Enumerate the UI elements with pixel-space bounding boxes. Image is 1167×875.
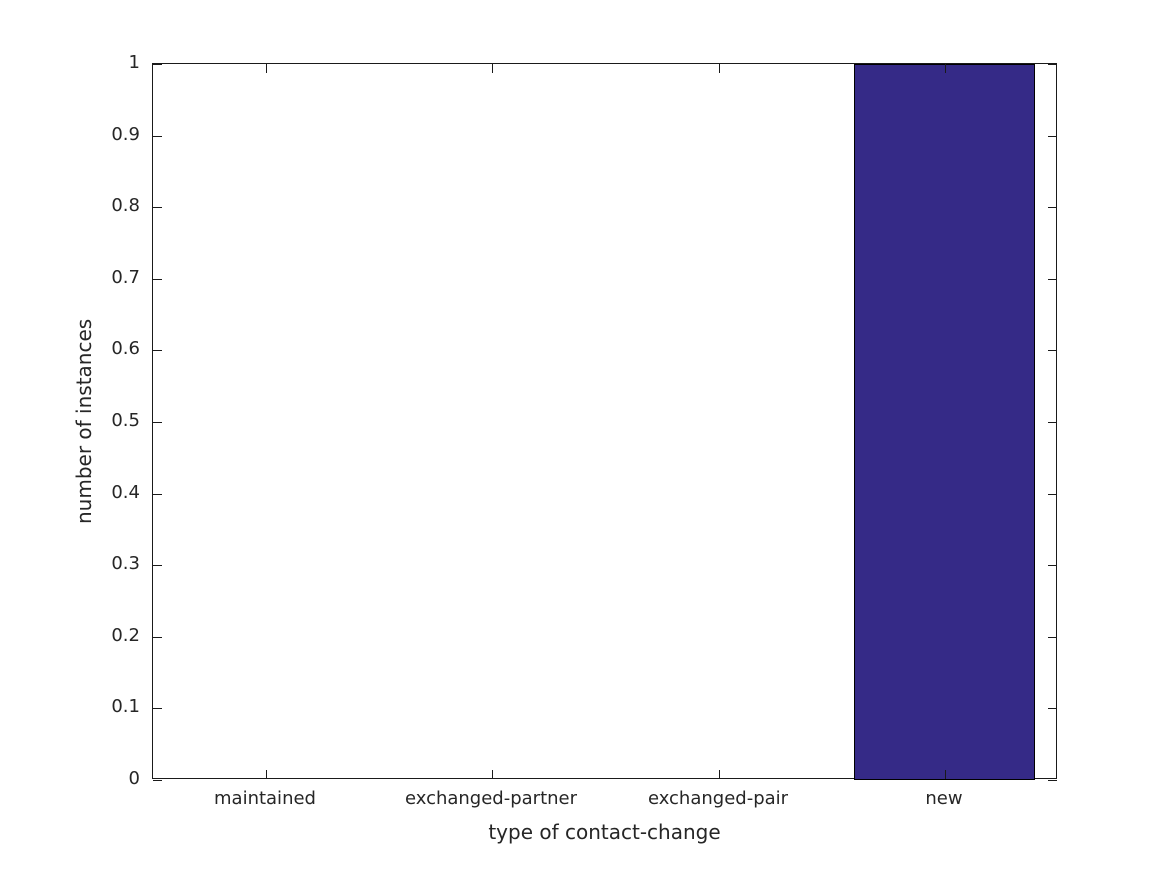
y-tick-left [153, 422, 162, 423]
x-tick-top [945, 64, 946, 73]
y-tick-right [1048, 637, 1057, 638]
y-tick-left [153, 708, 162, 709]
y-tick-left [153, 637, 162, 638]
x-tick-label-exchanged-pair: exchanged-pair [647, 788, 789, 809]
y-tick-left [153, 207, 162, 208]
y-tick-left [153, 565, 162, 566]
y-tick-label: 0.3 [111, 553, 140, 574]
plot-area [152, 63, 1057, 781]
x-tick-top [266, 64, 267, 73]
y-tick-left [153, 136, 162, 137]
bar-new [854, 64, 1035, 780]
y-tick-left [153, 494, 162, 495]
y-tick-right [1048, 708, 1057, 709]
y-tick-right [1048, 279, 1057, 280]
x-tick-bottom [719, 770, 720, 779]
y-tick-label: 0.5 [111, 410, 140, 431]
y-tick-left [153, 350, 162, 351]
y-tick-label: 0.1 [111, 696, 140, 717]
y-tick-label: 0.4 [111, 482, 140, 503]
x-tick-label-maintained: maintained [214, 788, 316, 809]
y-tick-label: 0.2 [111, 625, 140, 646]
x-axis-label: type of contact-change [488, 820, 721, 844]
x-tick-bottom [492, 770, 493, 779]
y-tick-left [153, 64, 162, 65]
y-tick-label: 1 [128, 52, 140, 73]
y-tick-label: 0.7 [111, 267, 140, 288]
y-tick-right [1048, 780, 1057, 781]
x-tick-label-new: new [925, 788, 963, 809]
y-tick-label: 0.6 [111, 338, 140, 359]
x-tick-top [492, 64, 493, 73]
x-tick-bottom [266, 770, 267, 779]
y-tick-label: 0.8 [111, 195, 140, 216]
y-tick-right [1048, 565, 1057, 566]
x-tick-top [719, 64, 720, 73]
x-tick-label-exchanged-partner: exchanged-partner [404, 788, 578, 809]
y-tick-right [1048, 64, 1057, 65]
y-tick-left [153, 279, 162, 280]
y-tick-right [1048, 136, 1057, 137]
y-tick-right [1048, 494, 1057, 495]
x-tick-bottom [945, 770, 946, 779]
y-tick-left [153, 780, 162, 781]
y-tick-label: 0.9 [111, 124, 140, 145]
y-tick-label: 0 [128, 768, 140, 789]
y-tick-right [1048, 350, 1057, 351]
y-tick-right [1048, 207, 1057, 208]
y-tick-right [1048, 422, 1057, 423]
